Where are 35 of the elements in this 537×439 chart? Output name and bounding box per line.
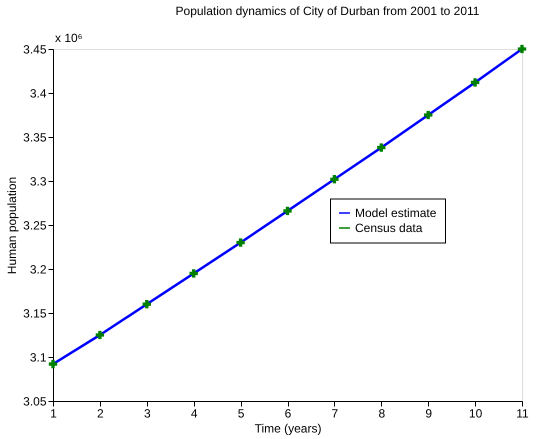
point — [142, 300, 151, 308]
x-tick-label: 9 — [425, 406, 432, 420]
y-tick-label: 3.2 — [30, 262, 47, 276]
x-tick-label: 4 — [190, 406, 198, 420]
point — [470, 78, 480, 87]
point — [377, 143, 386, 152]
x-tick-label: 1 — [50, 406, 58, 420]
y-tick-label: 3.05 — [23, 394, 47, 408]
point — [190, 269, 198, 278]
point — [330, 175, 339, 184]
x-tick-label: 5 — [238, 406, 245, 420]
legend-label: Model estimate — [355, 206, 437, 220]
y-tick-label: 3.15 — [23, 306, 47, 320]
x-tick-label: 10 — [468, 406, 483, 420]
x-tick-label: 8 — [378, 406, 386, 420]
y-tick-label: 3.4 — [30, 86, 47, 100]
x-tick-label: 6 — [284, 406, 292, 420]
x-axis-title: Time (years) — [254, 422, 322, 436]
y-tick-label: 3.25 — [23, 218, 47, 232]
x-tick-label: 7 — [332, 406, 339, 420]
point — [236, 238, 245, 247]
y-axis-title: Human population — [5, 176, 20, 274]
x-tick-label: 3 — [144, 406, 151, 420]
chart-title: Population dynamics of City of Durban from 2001 to 2011 — [176, 4, 480, 18]
point — [424, 110, 432, 120]
point — [283, 206, 292, 216]
y-tick-label: 3.35 — [23, 130, 47, 144]
x-tick-label: 2 — [97, 406, 104, 420]
y-tick-label: 3.3 — [30, 174, 47, 188]
y-tick-label: 3.45 — [23, 42, 47, 56]
text: x 10⁶ — [55, 31, 83, 45]
legend-label: Census data — [355, 221, 423, 235]
x-tick-label: 11 — [516, 406, 530, 420]
point — [96, 330, 104, 340]
y-tick-label: 3.1 — [30, 350, 47, 364]
